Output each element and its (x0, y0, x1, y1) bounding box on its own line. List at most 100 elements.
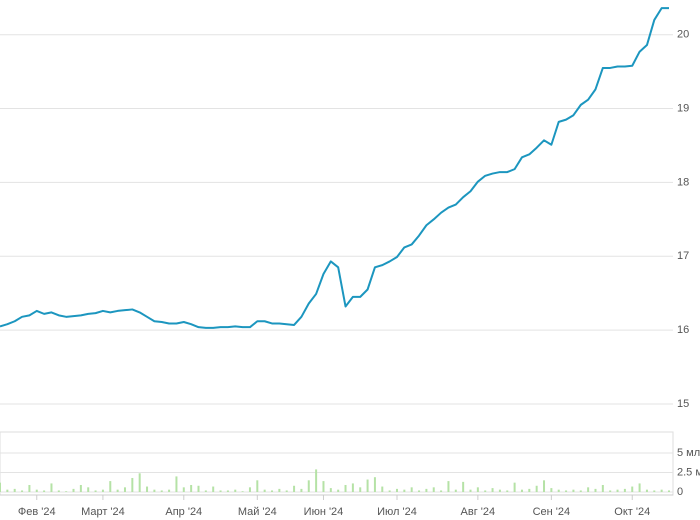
x-tick-label: Фев '24 (18, 506, 56, 518)
volume-bar (579, 490, 582, 492)
volume-bar (50, 483, 53, 492)
volume-bar (123, 487, 126, 492)
volume-bar (329, 488, 332, 492)
volume-bar (116, 489, 119, 492)
volume-bar (388, 490, 391, 492)
volume-bar (565, 490, 568, 492)
volume-bar (381, 486, 384, 492)
volume-bar (168, 489, 171, 492)
volume-bar (226, 490, 229, 492)
volume-bar (366, 479, 369, 492)
volume-bar (653, 490, 656, 492)
volume-bar (498, 489, 501, 492)
volume-bar (43, 490, 46, 492)
x-tick-label: Авг '24 (461, 506, 496, 518)
volume-bar (395, 488, 398, 492)
x-tick-label: Июн '24 (304, 506, 344, 518)
volume-bar (645, 489, 648, 492)
volume-bar (359, 487, 362, 492)
volume-bar (491, 488, 494, 492)
volume-bar (609, 490, 612, 492)
volume-bar (278, 488, 281, 492)
volume-bar (131, 477, 134, 492)
volume-bar (322, 481, 325, 492)
volume-bar (425, 488, 428, 492)
volume-bar (160, 490, 163, 492)
volume-bar (447, 481, 450, 492)
volume-bar (373, 477, 376, 492)
volume-bar (79, 484, 82, 492)
volume-bar (572, 489, 575, 492)
volume-bar (204, 490, 207, 492)
volume-bar (557, 489, 560, 492)
volume-bar (315, 469, 318, 492)
volume-bar (153, 489, 156, 492)
volume-bar (418, 490, 421, 492)
volume-bar (469, 489, 472, 492)
volume-bar (432, 487, 435, 492)
y-tick-label: 20 (677, 29, 689, 41)
volume-bar (484, 490, 487, 492)
volume-bar (543, 480, 546, 492)
volume-bar (293, 485, 296, 492)
x-tick-label: Окт '24 (614, 506, 650, 518)
volume-bar (587, 487, 590, 492)
volume-bar (535, 485, 538, 492)
volume-bar (35, 489, 38, 492)
volume-bar (175, 476, 178, 492)
volume-bar (660, 489, 663, 492)
volume-bar (138, 473, 141, 492)
volume-bar (337, 489, 340, 492)
volume-bar (520, 489, 523, 492)
price-line (0, 7, 669, 329)
y-tick-label: 2.5 млн (677, 466, 700, 478)
y-tick-label: 5 млн (677, 447, 700, 459)
volume-bar (146, 486, 149, 492)
volume-bar (285, 490, 288, 492)
volume-panel (0, 431, 674, 496)
volume-bar (638, 483, 641, 492)
volume-bar (668, 490, 670, 492)
y-tick-label: 16 (677, 324, 689, 336)
volume-bar (197, 485, 200, 492)
volume-bar (513, 482, 516, 492)
volume-bar (234, 489, 237, 492)
volume-bar (248, 487, 251, 492)
volume-bar (263, 489, 266, 492)
y-tick-label: 19 (677, 102, 689, 114)
volume-bar (241, 491, 244, 492)
volume-bar (256, 480, 259, 492)
volume-bar (403, 489, 406, 492)
volume-bar (462, 481, 465, 492)
volume-bar (21, 490, 24, 492)
y-tick-label: 0 (677, 486, 683, 498)
volume-bar (0, 482, 1, 492)
volume-bar (271, 490, 274, 492)
volume-bar (190, 484, 193, 492)
x-tick-label: Март '24 (81, 506, 125, 518)
volume-bar (410, 487, 413, 492)
volume-bar (506, 490, 509, 492)
x-tick-label: Апр '24 (165, 506, 202, 518)
volume-bar (550, 488, 553, 492)
volume-bar (454, 489, 457, 492)
x-tick-label: Июл '24 (377, 506, 417, 518)
volume-bar (87, 487, 90, 492)
volume-bar (476, 487, 479, 492)
x-tick-label: Май '24 (238, 506, 277, 518)
volume-bar (440, 490, 443, 492)
volume-bar (307, 480, 310, 492)
volume-bar (528, 488, 531, 492)
volume-bar (94, 490, 97, 492)
volume-bar (109, 481, 112, 492)
volume-bar (631, 486, 634, 492)
volume-bar (57, 490, 60, 492)
volume-bar (182, 487, 185, 492)
volume-bar (101, 489, 104, 492)
volume-bar (594, 488, 597, 492)
y-tick-label: 17 (677, 250, 689, 262)
volume-bar (344, 484, 347, 492)
y-tick-label: 15 (677, 398, 689, 410)
y-tick-label: 18 (677, 176, 689, 188)
